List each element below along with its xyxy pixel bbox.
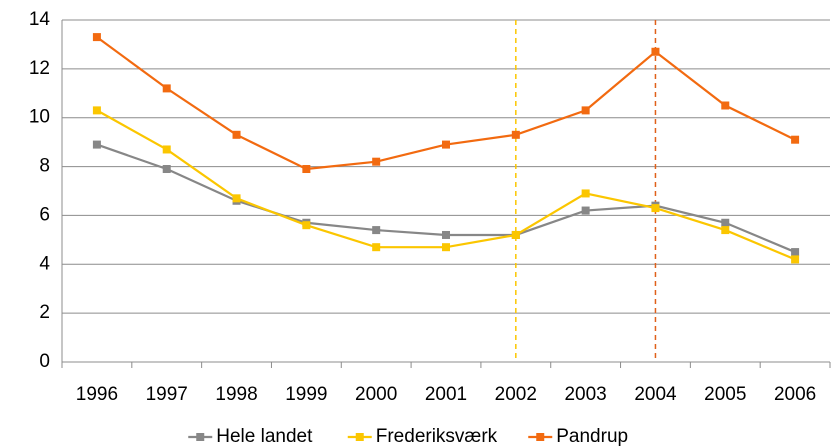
point [162, 165, 171, 174]
point [721, 226, 730, 235]
x-tick-label: 2006 [774, 384, 816, 405]
point [791, 248, 800, 257]
point [162, 145, 171, 154]
point [442, 140, 450, 149]
x-tick-label: 1996 [76, 384, 118, 405]
x-tick-label: 1999 [285, 384, 327, 405]
point [651, 47, 660, 56]
x-tick-label: 2004 [634, 384, 677, 405]
x-tick-label: 2000 [355, 384, 397, 405]
y-tick-label: 14 [29, 9, 51, 30]
y-tick-label: 12 [29, 58, 50, 79]
point [372, 243, 381, 252]
point [442, 243, 450, 252]
x-tick-label: 2002 [495, 384, 537, 405]
legend-label: Hele landet [216, 426, 313, 447]
y-tick-label: 10 [29, 107, 50, 128]
point [302, 165, 311, 174]
point [581, 189, 590, 198]
point [92, 140, 101, 149]
x-tick-label: 2003 [564, 384, 606, 405]
point [372, 157, 381, 166]
point [791, 135, 800, 144]
point [511, 130, 520, 139]
y-tick-label: 6 [39, 204, 50, 225]
x-tick-label: 1997 [146, 384, 188, 405]
legend-swatch-marker [355, 433, 364, 441]
point [92, 106, 101, 115]
y-tick-label: 0 [39, 351, 50, 372]
point [721, 101, 730, 110]
x-tick-label: 2001 [425, 384, 467, 405]
y-tick-label: 8 [39, 156, 50, 177]
point [442, 230, 450, 239]
point [791, 255, 800, 264]
x-tick-label: 2005 [704, 384, 746, 405]
point [581, 206, 590, 215]
point [372, 226, 381, 235]
legend-swatch-marker [196, 433, 205, 441]
point [232, 194, 241, 203]
point [162, 84, 171, 93]
legend-label: Frederiksværk [376, 426, 498, 447]
point [581, 106, 590, 115]
point [721, 218, 730, 227]
legend-swatch-marker [536, 433, 545, 441]
point [651, 204, 660, 213]
series-line [96, 36, 796, 171]
y-tick-label: 2 [39, 302, 50, 323]
point [302, 221, 311, 230]
point [92, 33, 101, 42]
y-tick-label: 4 [39, 253, 50, 274]
x-tick-label: 1998 [215, 384, 257, 405]
point [232, 130, 241, 139]
legend-label: Pandrup [556, 426, 628, 447]
point [511, 230, 520, 239]
